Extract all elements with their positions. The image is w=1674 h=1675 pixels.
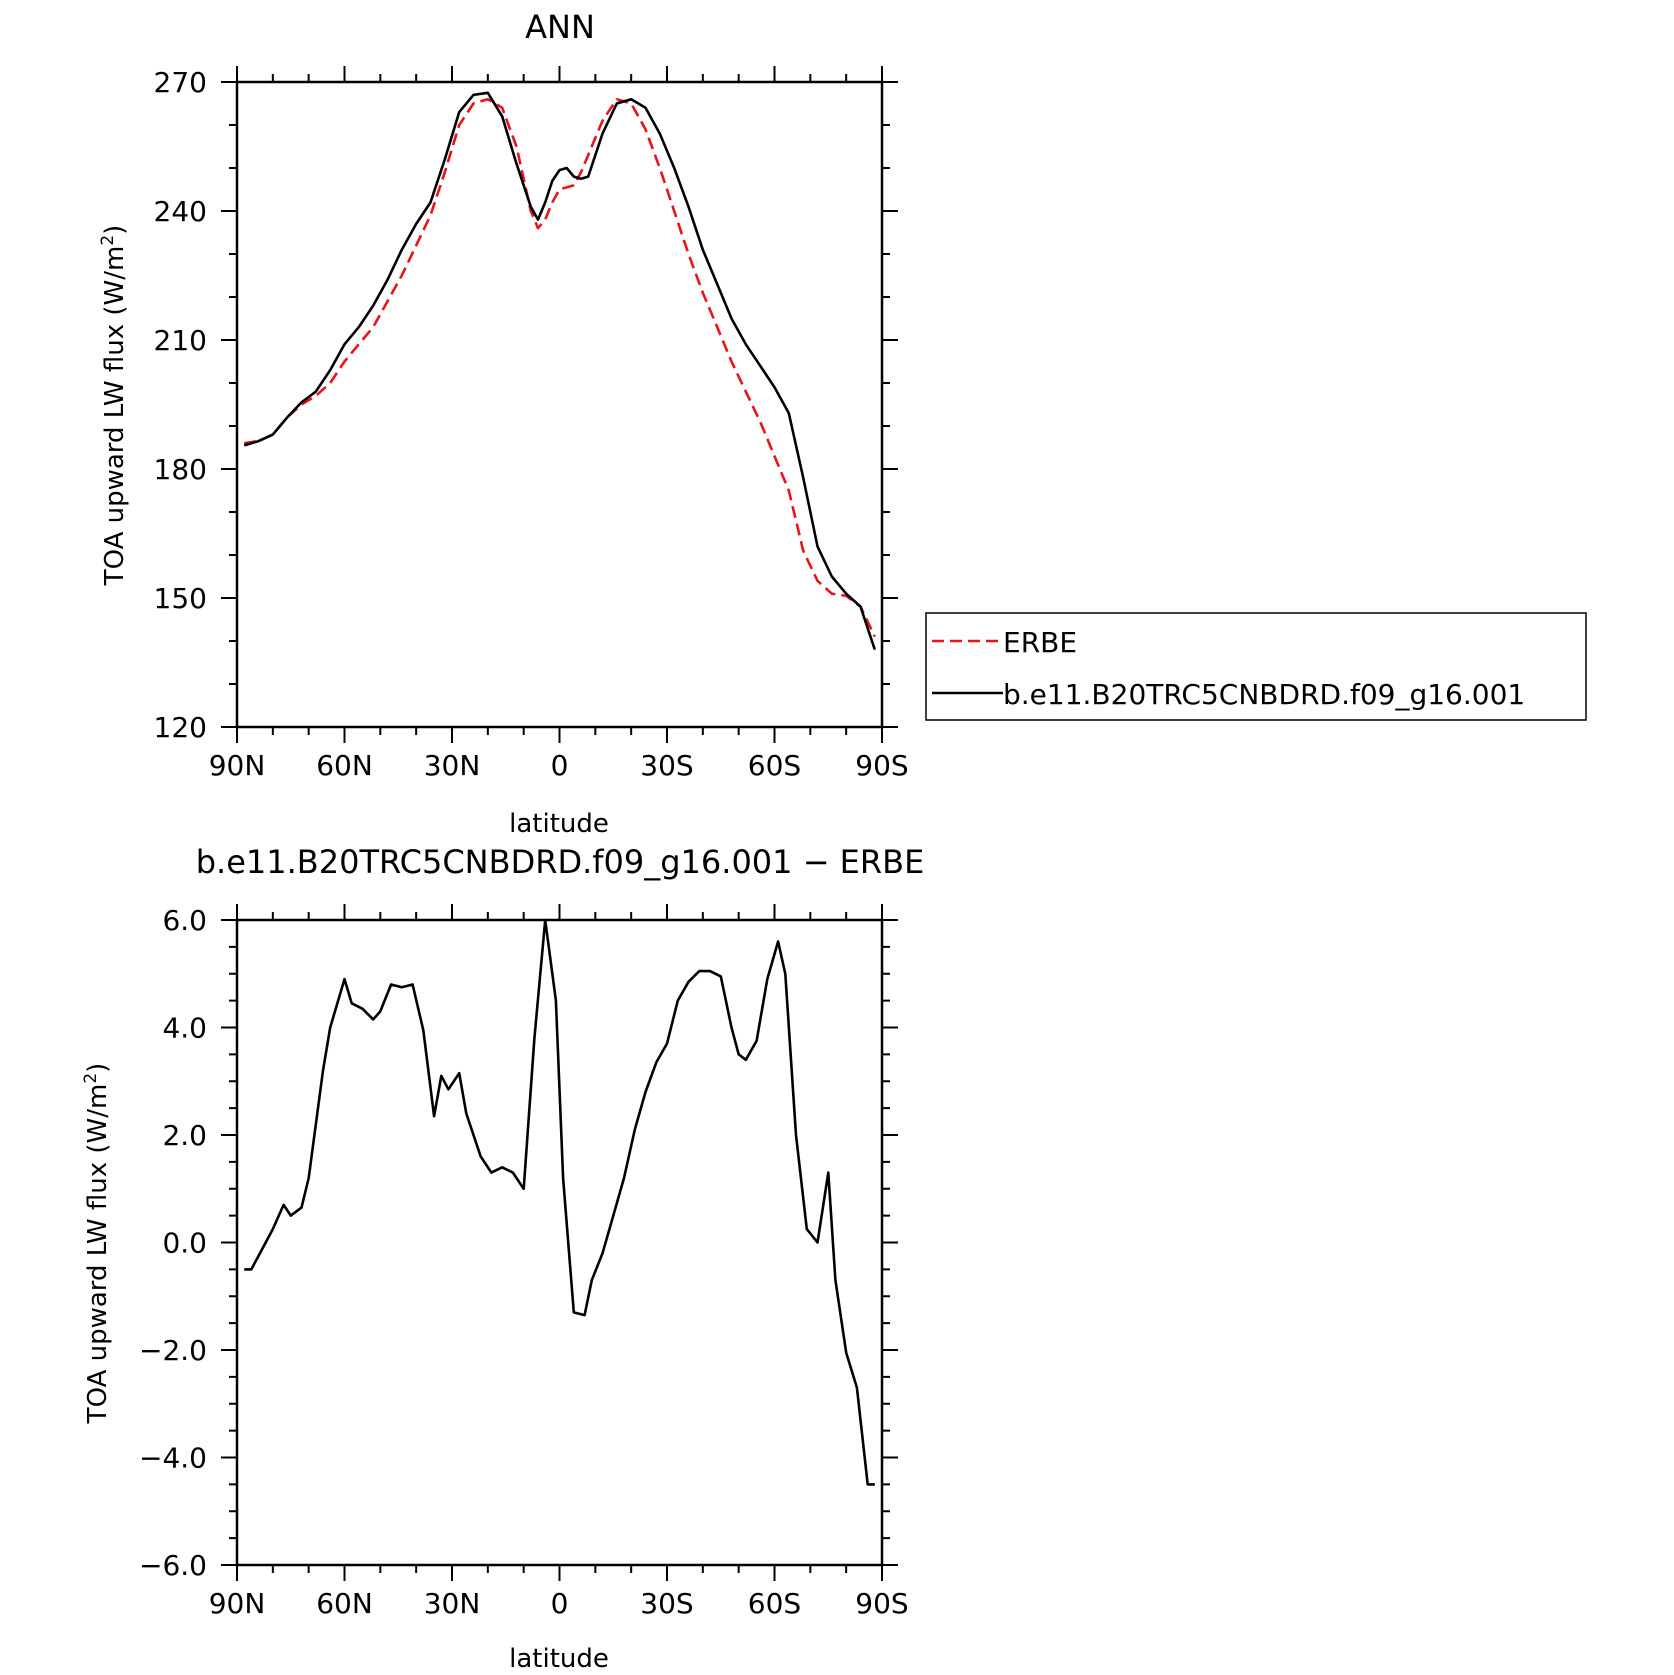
top-series-line-1	[243, 91, 877, 651]
bottom-x-tick-label: 60S	[748, 1587, 801, 1620]
top-x-tick-label: 90S	[855, 749, 908, 782]
top-y-tick-label: 180	[154, 453, 207, 486]
bottom-ticks	[221, 904, 898, 1581]
top-x-tick-label: 30S	[640, 749, 693, 782]
legend-label-model: b.e11.B20TRC5CNBDRD.f09_g16.001	[1003, 678, 1525, 711]
bottom-series	[244, 918, 875, 1486]
top-ticks	[221, 66, 898, 743]
bottom-x-tick-label: 90N	[209, 1587, 266, 1620]
top-y-tick-label: 210	[154, 324, 207, 357]
top-tick-labels: 90N 60N 30N 0 30S 60S 90S 120 150 180 210 240 270	[154, 66, 909, 782]
bottom-y-tick-label: 0.0	[162, 1227, 207, 1260]
top-y-tick-label: 150	[154, 582, 207, 615]
bottom-series-line-0	[244, 918, 875, 1486]
top-y-axis-label: TOA upward LW flux (W/m2)	[98, 225, 130, 587]
legend: ERBE b.e11.B20TRC5CNBDRD.f09_g16.001	[925, 612, 1587, 721]
top-x-tick-label: 60N	[316, 749, 373, 782]
bottom-x-tick-label: 30N	[424, 1587, 481, 1620]
top-series	[243, 91, 877, 651]
top-x-tick-label: 0	[551, 749, 569, 782]
bottom-y-tick-label: 2.0	[162, 1119, 207, 1152]
top-x-tick-label: 90N	[209, 749, 266, 782]
bottom-x-tick-label: 30S	[640, 1587, 693, 1620]
top-y-tick-label: 240	[154, 195, 207, 228]
top-plot-frame	[235, 80, 884, 729]
top-panel: ANN 90N 60N 30N 0 30S 60S 90S 120 150 180 210 240 27…	[98, 8, 909, 839]
top-chart-title: ANN	[525, 8, 595, 46]
top-x-axis-label: latitude	[509, 809, 609, 839]
bottom-y-axis-label: TOA upward LW flux (W/m2)	[81, 1063, 113, 1425]
bottom-chart-title: b.e11.B20TRC5CNBDRD.f09_g16.001 − ERBE	[196, 843, 925, 881]
top-series-line-0	[244, 97, 876, 638]
bottom-x-tick-label: 60N	[316, 1587, 373, 1620]
top-y-tick-label: 120	[154, 711, 207, 744]
bottom-y-tick-label: 6.0	[162, 904, 207, 937]
bottom-y-tick-label: −4.0	[139, 1442, 207, 1475]
bottom-x-axis-label: latitude	[509, 1644, 609, 1674]
bottom-tick-labels: 90N 60N 30N 0 30S 60S 90S −6.0 −4.0 −2.0 0.0 2.0 4.0…	[139, 904, 909, 1620]
top-x-tick-label: 30N	[424, 749, 481, 782]
top-x-tick-label: 60S	[748, 749, 801, 782]
legend-box	[925, 612, 1587, 721]
bottom-plot-frame	[235, 918, 884, 1567]
legend-label-erbe: ERBE	[1003, 626, 1077, 659]
bottom-y-tick-label: 4.0	[162, 1012, 207, 1045]
bottom-x-tick-label: 90S	[855, 1587, 908, 1620]
bottom-panel: b.e11.B20TRC5CNBDRD.f09_g16.001 − ERBE 9…	[81, 843, 924, 1674]
bottom-x-tick-label: 0	[551, 1587, 569, 1620]
bottom-y-tick-label: −2.0	[139, 1334, 207, 1367]
top-y-tick-label: 270	[154, 66, 207, 99]
bottom-y-tick-label: −6.0	[139, 1549, 207, 1582]
